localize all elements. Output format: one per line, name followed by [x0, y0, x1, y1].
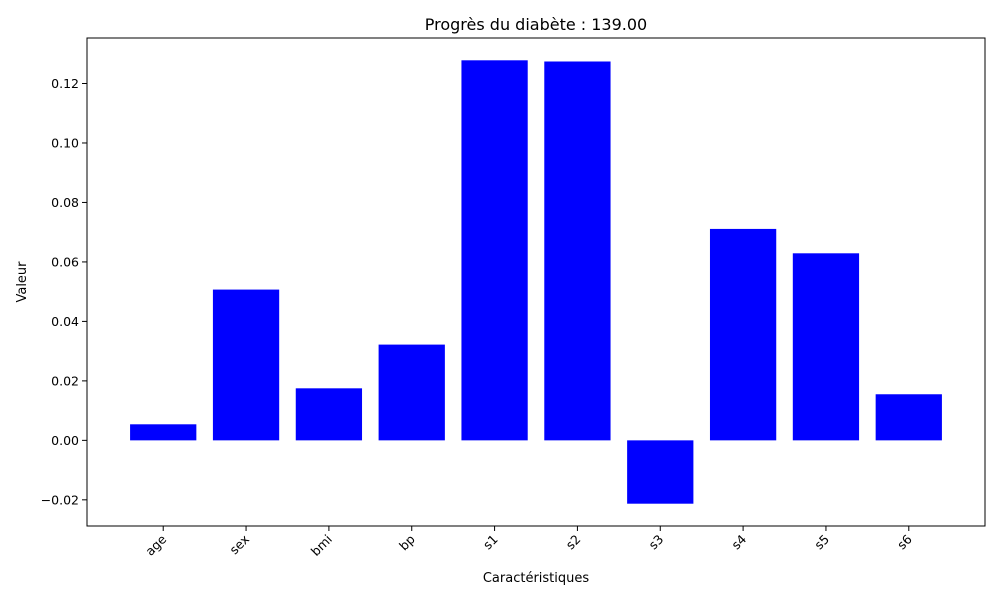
x-tick-label-s5: s5	[811, 532, 832, 553]
plot-frame	[86, 37, 986, 527]
bar-sex	[212, 289, 280, 441]
bar-s1	[461, 60, 528, 441]
y-tick-label: 0.10	[51, 135, 79, 150]
x-tick-label-bp: bp	[396, 531, 418, 553]
x-axis-label: Caractéristiques	[483, 571, 590, 586]
y-tick-label: 0.06	[51, 254, 79, 269]
chart-title: Progrès du diabète : 139.00	[425, 15, 647, 34]
x-tick-label-s3: s3	[646, 532, 667, 553]
y-tick-label: −0.02	[41, 492, 79, 507]
x-tick-label-age: age	[142, 531, 169, 558]
bar-s3	[627, 440, 694, 504]
x-tick-label-s2: s2	[563, 532, 584, 553]
bar-s2	[544, 61, 611, 441]
x-tick-label-bmi: bmi	[308, 532, 335, 559]
bar-age	[130, 424, 197, 441]
y-axis-label: Valeur	[15, 261, 30, 303]
y-tick-label: 0.02	[51, 373, 79, 388]
x-tick-label-sex: sex	[226, 532, 252, 558]
x-tick-label-s6: s6	[894, 531, 915, 552]
bar-s4	[709, 228, 777, 441]
bar-bmi	[295, 388, 363, 441]
bar-s6	[875, 394, 942, 441]
bar-bp	[378, 344, 445, 441]
y-tick-label: 0.08	[51, 195, 79, 210]
bar-s5	[792, 253, 860, 441]
plot-area	[130, 60, 942, 504]
y-tick-label: 0.12	[51, 76, 79, 91]
x-tick-label-s4: s4	[728, 531, 749, 552]
y-tick-label: 0.00	[51, 433, 79, 448]
x-tick-label-s1: s1	[480, 532, 501, 553]
y-tick-label: 0.04	[51, 314, 79, 329]
